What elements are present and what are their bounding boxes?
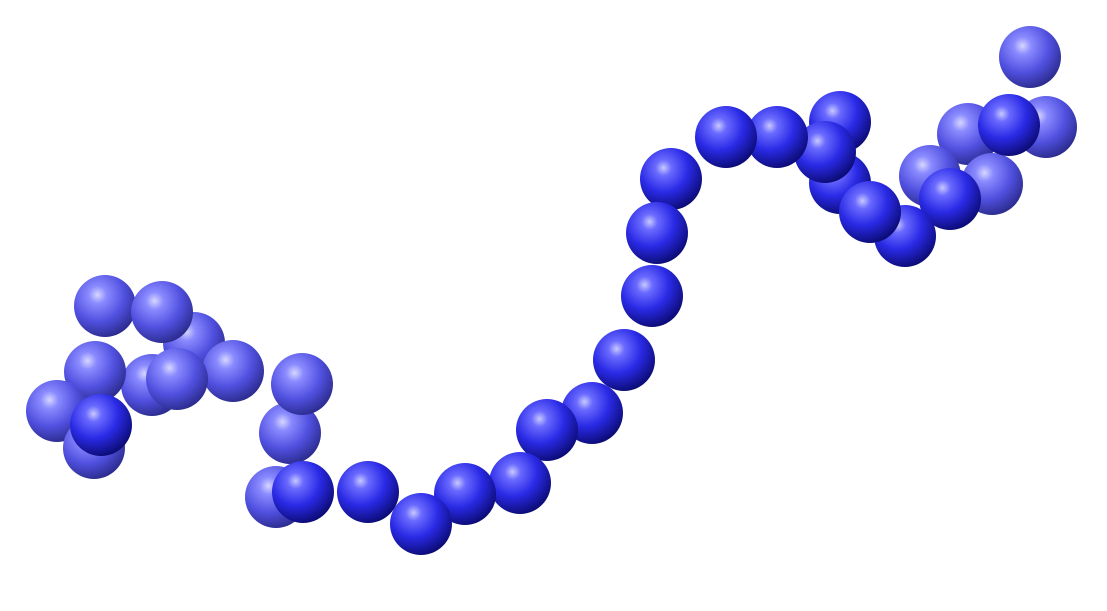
bead (794, 121, 856, 183)
bead (64, 341, 126, 403)
bead (259, 402, 321, 464)
bead (131, 281, 193, 343)
bead (626, 202, 688, 264)
bead (640, 148, 702, 210)
bead (621, 265, 683, 327)
bead (70, 394, 132, 456)
bead (695, 106, 757, 168)
bead (978, 94, 1040, 156)
bead (919, 168, 981, 230)
bead (516, 399, 578, 461)
bead (999, 26, 1061, 88)
bead (74, 275, 136, 337)
bead (390, 493, 452, 555)
bead (272, 461, 334, 523)
bead (489, 452, 551, 514)
bead (337, 461, 399, 523)
bead (746, 106, 808, 168)
bead (839, 181, 901, 243)
bead-chain (26, 26, 1077, 555)
bead (271, 353, 333, 415)
bead (593, 329, 655, 391)
bead (202, 340, 264, 402)
bead (434, 463, 496, 525)
bead (146, 348, 208, 410)
